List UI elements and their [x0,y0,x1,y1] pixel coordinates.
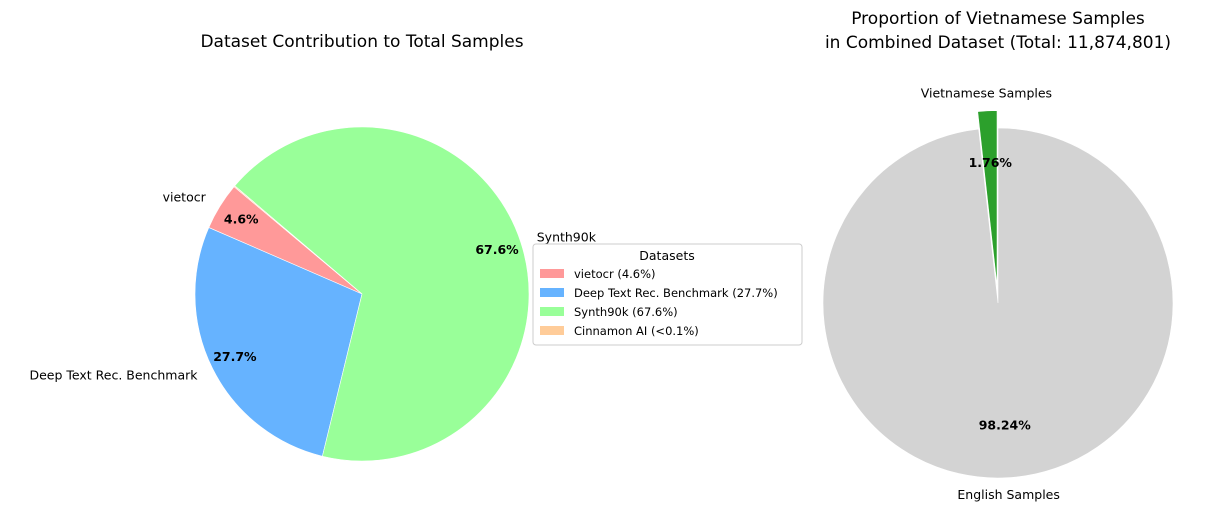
chart2-title-line-2: in Combined Dataset (Total: 11,874,801) [825,33,1171,53]
chart1-percent-label-vietocr: 4.6% [224,211,259,226]
chart1-title: Dataset Contribution to Total Samples [200,32,523,52]
vietnamese-proportion-pie-chart: Proportion of Vietnamese Samples in Comb… [822,9,1174,502]
legend-entry-vietocr: vietocr (4.6%) [574,267,656,281]
legend-entry-cinnamon-ai: Cinnamon AI (<0.1%) [574,324,699,338]
chart1-percent-label-synth90k: 67.6% [475,242,519,257]
chart2-percent-label-vietnamese-samples: 1.76% [969,155,1013,170]
chart1-legend: Datasets vietocr (4.6%) Deep Text Rec. Be… [532,243,803,346]
legend-entry-synth90k: Synth90k (67.6%) [574,305,678,319]
legend-title: Datasets [639,248,694,263]
chart2-category-label-english-samples: English Samples [957,487,1060,502]
chart2-percent-label-english-samples: 98.24% [979,417,1032,432]
chart1-category-label-synth90k: Synth90k [537,229,597,244]
chart1-slice-cinnamon-ai [233,185,363,295]
chart1-slice-synth90k [234,126,530,462]
chart1-category-label-deep-text-rec-benchmark: Deep Text Rec. Benchmark [29,368,198,383]
legend-swatch-synth90k [540,307,564,316]
legend-swatch-vietocr [540,269,564,278]
legend-swatch-deep-text-rec-benchmark [540,288,564,297]
chart1-category-label-vietocr: vietocr [163,189,207,204]
dataset-contribution-pie-chart: Dataset Contribution to Total Samples vi… [29,32,803,462]
chart2-slice-vietnamese-samples [977,110,998,286]
chart2-title-line-1: Proportion of Vietnamese Samples [851,9,1145,29]
legend-entry-deep-text-rec-benchmark: Deep Text Rec. Benchmark (27.7%) [574,286,778,300]
chart2-slice-english-samples [822,127,1174,479]
legend-swatch-cinnamon-ai [540,326,564,335]
chart2-category-label-vietnamese-samples: Vietnamese Samples [921,85,1052,100]
chart1-slice-deep-text-rec-benchmark [194,227,363,457]
legend-frame [532,243,803,346]
chart1-percent-label-deep-text-rec-benchmark: 27.7% [213,349,257,364]
